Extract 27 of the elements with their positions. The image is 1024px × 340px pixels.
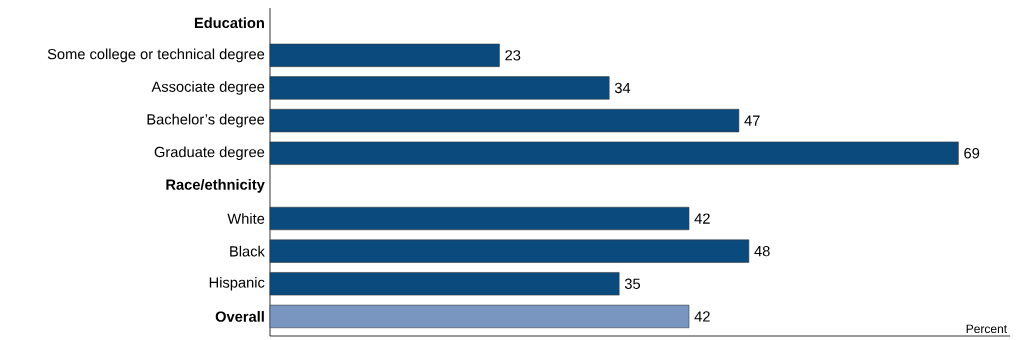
y-tick-label: Graduate degree xyxy=(154,146,265,161)
bar xyxy=(269,141,959,165)
data-label: 35 xyxy=(624,278,641,289)
bar xyxy=(269,108,740,133)
y-tick-label: Overall xyxy=(215,311,264,322)
data-label: 48 xyxy=(754,245,770,257)
y-tick-label: Race/ethnicity xyxy=(166,179,265,193)
bar xyxy=(269,206,690,231)
bar xyxy=(269,304,690,329)
y-tick-label: Associate degree xyxy=(151,81,265,95)
data-label: 42 xyxy=(694,311,710,322)
bar xyxy=(269,239,750,263)
bar xyxy=(269,76,610,100)
data-label: 34 xyxy=(614,82,631,94)
y-tick-label: Some college or technical degree xyxy=(47,48,265,63)
y-tick-label: Education xyxy=(194,17,264,29)
x-axis-title: Percent xyxy=(966,324,1007,334)
bar xyxy=(269,43,500,67)
y-tick-label: White xyxy=(227,213,265,224)
data-label: 47 xyxy=(744,115,760,126)
data-label: 69 xyxy=(964,148,980,159)
y-tick-label: Black xyxy=(230,245,265,257)
y-tick-label: Hispanic xyxy=(209,276,265,291)
y-tick-label: Bachelor’s degree xyxy=(147,113,265,128)
bar xyxy=(269,272,620,296)
data-label: 23 xyxy=(505,50,521,61)
data-label: 42 xyxy=(694,213,710,224)
